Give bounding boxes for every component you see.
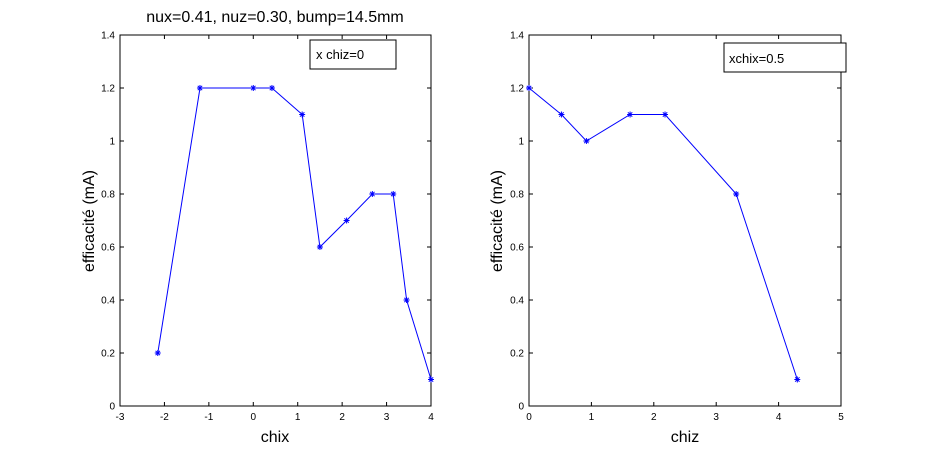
left-ticks: -3 -2 -1 0 1 2 3 4 0 0.2 0.4 0.6 0.8 1 1.2 1.4 [101, 31, 434, 424]
left-data-point [428, 376, 434, 383]
left-legend-text: x chiz=0 [316, 47, 364, 62]
left-xtick-label: 1 [295, 412, 301, 423]
left-ylabel: efficacité (mA) [81, 170, 98, 272]
left-data-point [403, 297, 410, 303]
right-axes-box [528, 34, 842, 407]
left-plot: -3 -2 -1 0 1 2 3 4 0 0.2 0.4 0.6 0.8 1 1.2 1.4 nux=0.41… [81, 9, 434, 446]
left-xtick-label: -3 [116, 412, 125, 423]
left-xtick-label: -1 [204, 412, 213, 423]
right-legend: xchix=0.5 [723, 42, 847, 73]
left-ytick-label: 0 [109, 402, 115, 413]
left-data-point [316, 244, 323, 250]
left-data-point [299, 111, 306, 118]
right-ytick-label: 1 [518, 137, 524, 148]
right-xtick-label: 5 [838, 412, 844, 423]
right-xtick-label: 3 [713, 412, 719, 423]
left-xlabel: chix [261, 429, 289, 446]
left-xtick-label: 3 [384, 412, 390, 423]
left-data-point [196, 85, 203, 91]
right-ytick-label: 0.4 [510, 296, 524, 307]
right-ytick-label: 0.8 [510, 190, 524, 201]
right-ytick-label: 1.4 [510, 31, 524, 42]
left-ytick-label: 0.2 [101, 349, 115, 360]
left-legend-box [309, 39, 397, 70]
left-ytick-label: 0.8 [101, 190, 115, 201]
left-xtick-label: 4 [428, 412, 434, 423]
right-xtick-label: 4 [776, 412, 782, 423]
right-data-point [627, 111, 634, 118]
left-ytick-label: 0.4 [101, 296, 115, 307]
left-legend: x chiz=0 [309, 39, 397, 70]
right-data-point [526, 85, 532, 91]
right-data-point [733, 191, 740, 197]
right-xtick-label: 2 [651, 412, 657, 423]
left-xtick-label: -2 [160, 412, 169, 423]
left-ytick-label: 1.2 [101, 84, 115, 95]
right-data-point [558, 111, 565, 118]
left-ytick-label: 1.4 [101, 31, 115, 42]
left-xtick-label: 2 [339, 412, 345, 423]
left-axes-box [119, 34, 432, 407]
right-xtick-label: 0 [526, 412, 532, 423]
right-data-point [583, 138, 590, 144]
left-xtick-label: 0 [251, 412, 257, 423]
left-data-point [154, 350, 161, 356]
right-xlabel: chiz [671, 429, 699, 446]
right-ticks: 0 1 2 3 4 5 0 0.2 0.4 0.6 0.8 1 1.2 1.4 [510, 31, 844, 424]
right-marks [526, 85, 801, 383]
right-ytick-label: 1.2 [510, 84, 524, 95]
left-data-point [268, 85, 275, 91]
left-marks [154, 85, 434, 383]
right-data-point [662, 111, 669, 118]
right-plot: 0 1 2 3 4 5 0 0.2 0.4 0.6 0.8 1 1.2 1.4 chiz efficaci… [489, 31, 847, 446]
left-title: nux=0.41, nuz=0.30, bump=14.5mm [146, 9, 404, 26]
right-ytick-label: 0 [518, 402, 524, 413]
left-ytick-label: 0.6 [101, 243, 115, 254]
left-data-point [369, 191, 376, 197]
right-ytick-label: 0.6 [510, 243, 524, 254]
left-data-point [343, 217, 350, 224]
right-legend-box [723, 42, 847, 73]
right-ytick-label: 0.2 [510, 349, 524, 360]
right-legend-text: xchix=0.5 [729, 51, 784, 66]
right-xtick-label: 1 [589, 412, 595, 423]
left-data-point [390, 191, 397, 197]
right-data-point [794, 376, 801, 383]
left-data-point [250, 85, 257, 91]
right-ylabel: efficacité (mA) [489, 170, 506, 272]
left-ytick-label: 1 [109, 137, 115, 148]
